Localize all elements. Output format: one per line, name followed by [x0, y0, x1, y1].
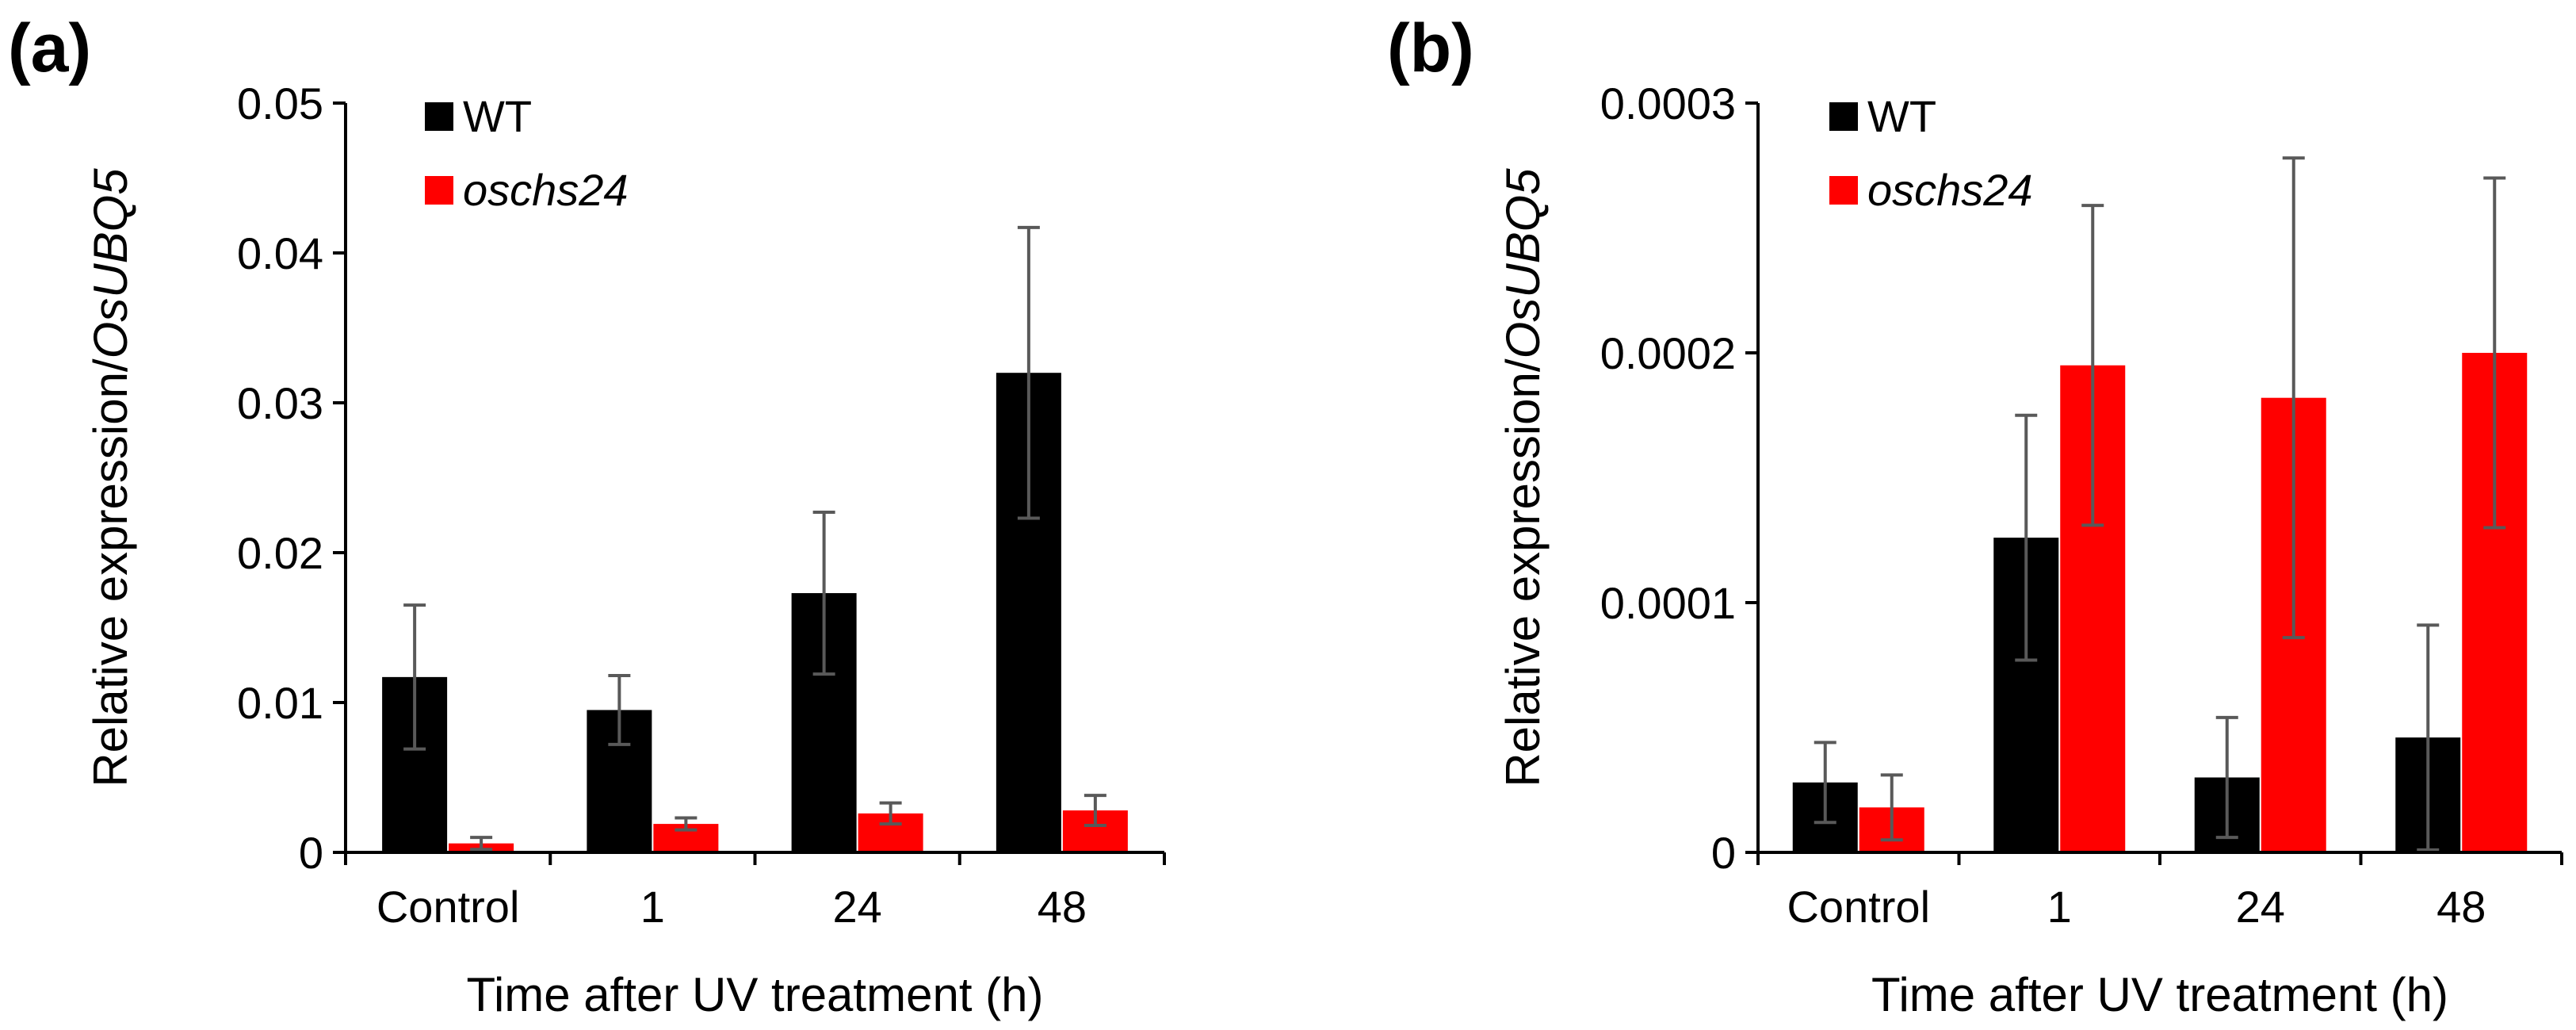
y-axis-title-gene: OsUBQ5 — [84, 168, 137, 359]
x-tick-label-control: Control — [376, 882, 520, 932]
y-tick-label: 0.0003 — [1600, 78, 1736, 128]
chart-panel-a: (a) 0 0.01 0.02 0.03 0.04 0.05 Control 1 24 48 Time… — [8, 10, 1166, 1021]
x-tick-label-48: 48 — [2436, 882, 2486, 932]
y-tick-label: 0 — [299, 828, 323, 878]
legend-swatch-oschs24 — [425, 176, 453, 205]
x-tick-label-control: Control — [1787, 882, 1930, 932]
y-tick-label: 0 — [1711, 828, 1736, 878]
legend-label-wt: WT — [1867, 91, 1936, 141]
y-tick-label: 0.0001 — [1600, 578, 1736, 628]
y-tick-label: 0.03 — [237, 378, 323, 428]
legend-swatch-oschs24 — [1829, 176, 1858, 205]
y-axis-title-text: Relative expression/ — [84, 358, 137, 787]
y-tick-label: 0.02 — [237, 528, 323, 578]
y-tick-label: 0.0002 — [1600, 328, 1736, 378]
legend-label-oschs24: oschs24 — [1867, 165, 2033, 215]
chart-panel-b: (b) 0 0.0001 0.0002 0.0003 Control 1 24 48 Time a… — [1387, 10, 2563, 1021]
x-tick-label-48: 48 — [1038, 882, 1087, 932]
x-tick-label-24: 24 — [832, 882, 881, 932]
y-tick-label: 0.05 — [237, 78, 323, 128]
legend-swatch-wt — [425, 102, 453, 131]
y-axis-title-text: Relative expression/ — [1496, 358, 1550, 787]
y-tick-label: 0.01 — [237, 678, 323, 728]
y-tick-label: 0.04 — [237, 228, 323, 278]
panel-label: (a) — [8, 10, 91, 86]
y-axis-title: Relative expression/OsUBQ5 — [1496, 168, 1550, 787]
x-axis-title: Time after UV treatment (h) — [467, 968, 1044, 1021]
legend-label-oschs24: oschs24 — [463, 165, 629, 215]
x-tick-label-24: 24 — [2236, 882, 2285, 932]
y-axis-title-gene: OsUBQ5 — [1496, 168, 1550, 359]
panel-label: (b) — [1387, 10, 1474, 86]
x-tick-label-1: 1 — [640, 882, 665, 932]
x-axis-title: Time after UV treatment (h) — [1871, 968, 2448, 1021]
y-axis-title: Relative expression/OsUBQ5 — [84, 168, 137, 787]
legend-label-wt: WT — [463, 91, 532, 141]
x-tick-label-1: 1 — [2047, 882, 2072, 932]
legend-swatch-wt — [1829, 102, 1858, 131]
